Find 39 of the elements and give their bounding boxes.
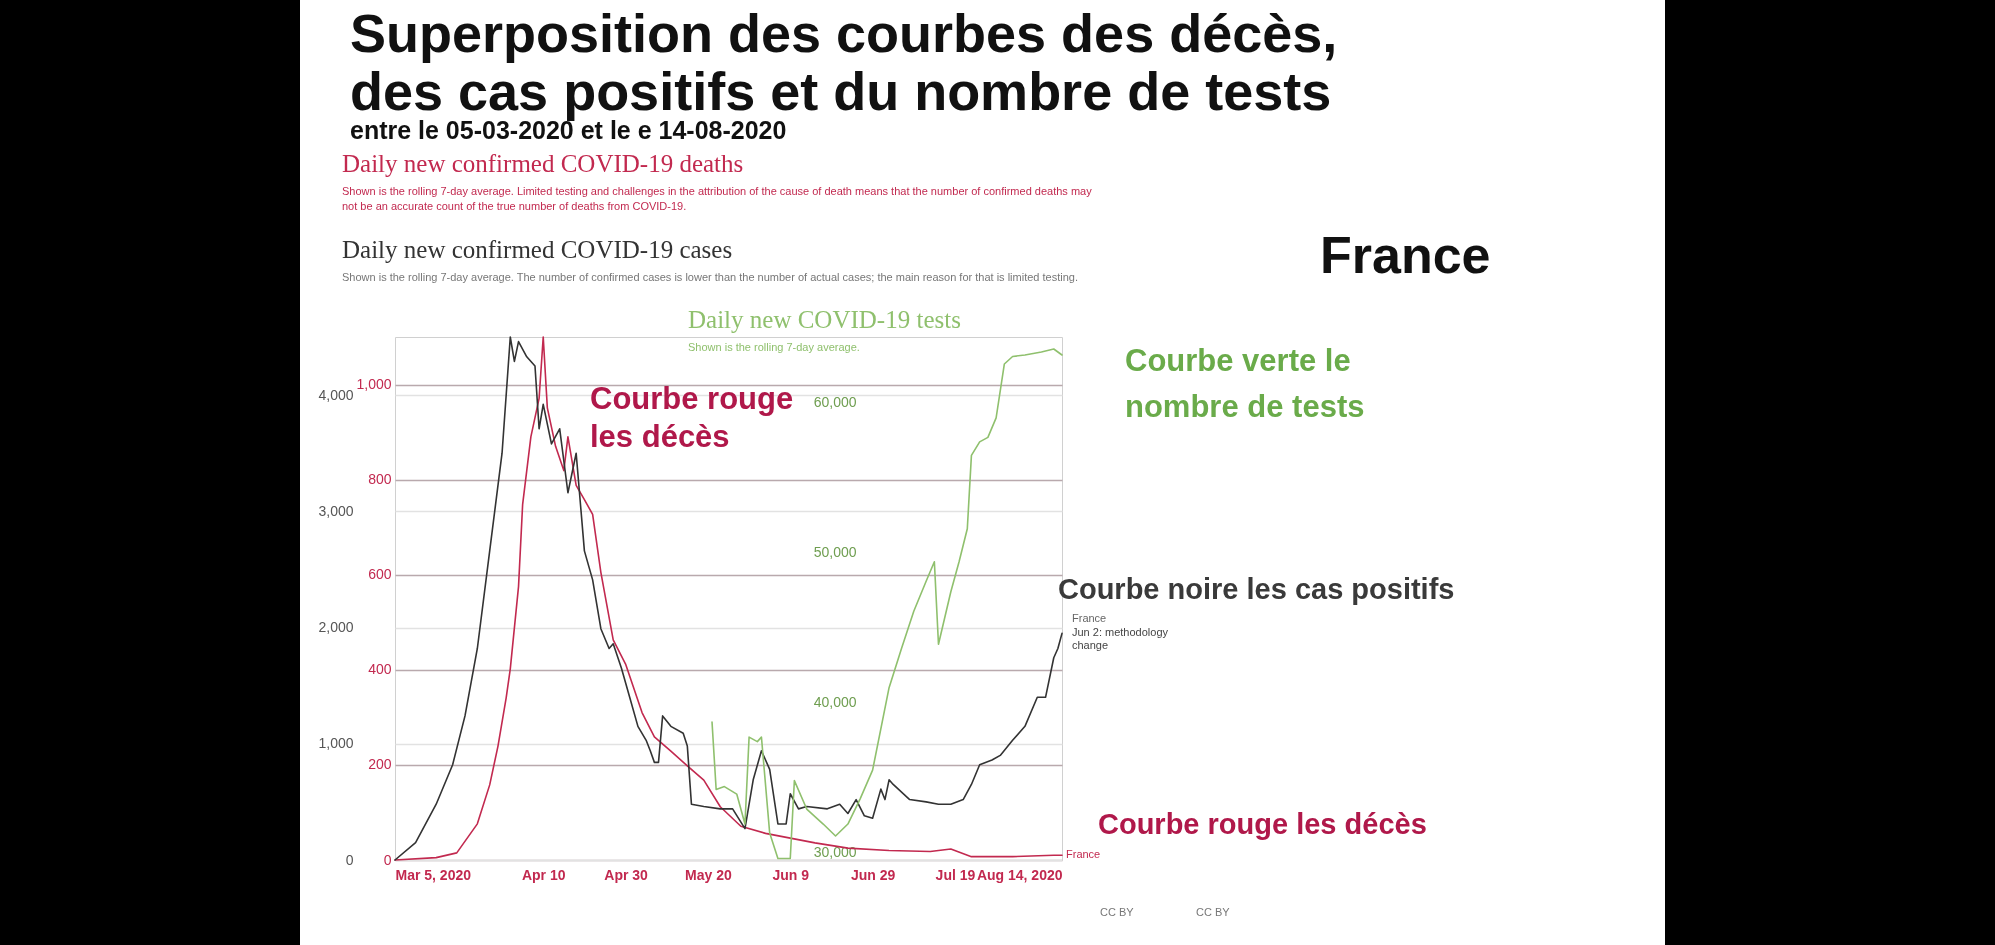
y3-tick-label: 60,000 <box>813 394 857 411</box>
annotation: Courbe rouge les décès <box>590 380 795 456</box>
x-tick-label: Jun 9 <box>772 866 810 883</box>
x-tick-label: May 20 <box>685 866 732 883</box>
y-tick-label: 200 <box>368 756 392 773</box>
x-tick-label: Aug 14, 2020 <box>976 866 1063 883</box>
text: Courbe rouge les décès <box>1098 808 1427 841</box>
y-tick-label: 400 <box>368 661 392 678</box>
text: France <box>1072 612 1107 624</box>
text: Courbe verte le nombre de tests <box>1125 342 1366 426</box>
text: France <box>1320 225 1491 285</box>
annotation: Courbe noire les cas positifs <box>1058 573 1455 606</box>
text: Daily new confirmed COVID-19 cases <box>342 236 733 264</box>
text: Jun 2: methodology change <box>1072 626 1169 652</box>
text: France <box>1066 848 1101 860</box>
y2-tick-label: 0 <box>345 851 354 868</box>
text: CC BY <box>1196 906 1230 918</box>
text: Shown is the rolling 7-day average. Limited testing and challenges in the attribution of the cause of death means that the number of confirmed deaths may not be an accurate count of the true number of deaths from COVID-19. <box>342 184 1093 214</box>
x-tick-label: Jul 19 <box>935 866 976 883</box>
x-tick-label: Apr 10 <box>521 866 566 883</box>
text: CC BY <box>1100 906 1134 918</box>
y-tick-label: 800 <box>368 471 392 488</box>
y-tick-label: 0 <box>383 851 392 868</box>
text: Shown is the rolling 7-day average. The number of confirmed cases is lower than the number of actual cases; the main reason for that is limited testing. <box>342 270 1079 285</box>
y-tick-label: 1,000 <box>356 376 392 393</box>
x-tick-label: Apr 30 <box>604 866 649 883</box>
y-tick-label: 600 <box>368 566 392 583</box>
text: Daily new COVID-19 tests <box>688 306 961 334</box>
y3-tick-label: 40,000 <box>813 694 857 711</box>
y2-tick-label: 4,000 <box>318 386 354 403</box>
x-tick-label: Jun 29 <box>850 866 896 883</box>
y2-tick-label: 1,000 <box>318 735 354 752</box>
y3-tick-label: 50,000 <box>813 544 857 561</box>
y2-tick-label: 2,000 <box>318 619 354 636</box>
y2-tick-label: 3,000 <box>318 502 354 519</box>
annotation: Shown is the rolling 7-day average. <box>688 341 860 353</box>
x-tick-label: Mar 5, 2020 <box>395 866 472 883</box>
text: Daily new confirmed COVID-19 deaths <box>342 150 744 178</box>
y3-tick-label: 30,000 <box>813 844 857 861</box>
